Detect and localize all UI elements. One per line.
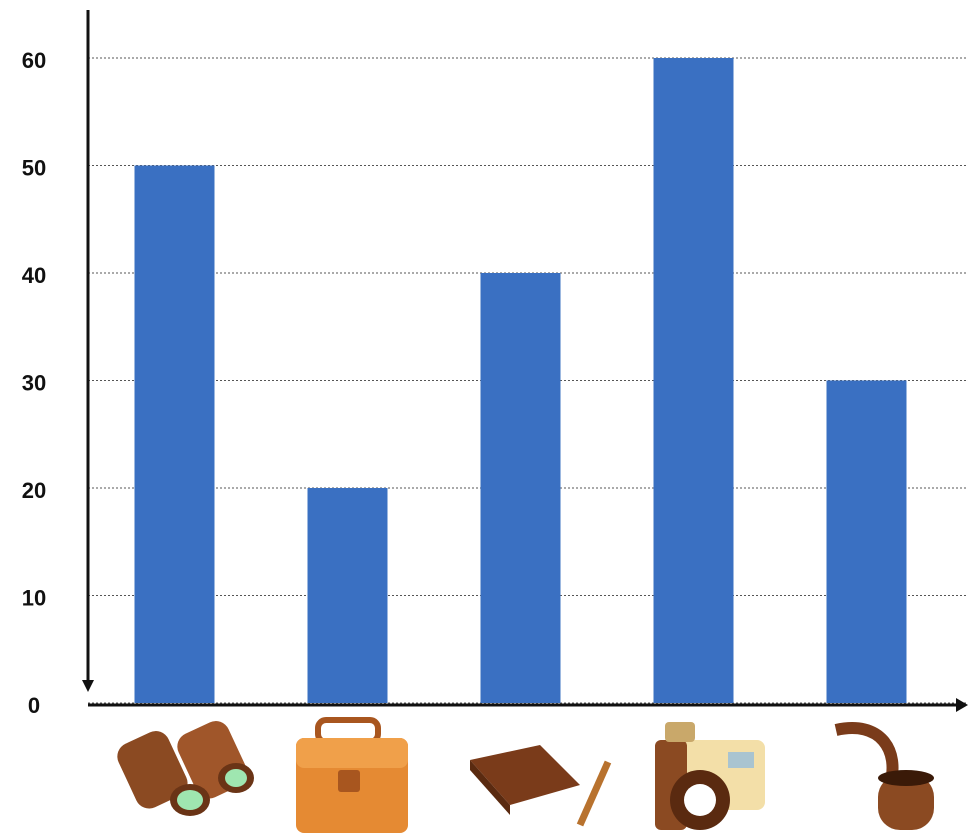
y-tick-label: 20 [22,478,46,503]
y-tick-label: 10 [22,585,46,610]
bar [826,380,907,703]
y-tick-label: 0 [28,693,40,718]
bar [134,165,215,703]
book-icon [470,745,612,827]
bar [307,488,388,703]
y-tick-label: 60 [22,48,46,73]
y-tick-label: 50 [22,155,46,180]
briefcase-icon [296,717,408,833]
y-axis-arrow [82,680,94,692]
pipe-icon [834,722,934,830]
binoculars-icon [117,721,254,816]
y-tick-label: 30 [22,370,46,395]
y-tick-label: 40 [22,263,46,288]
camera-icon [655,722,765,830]
bar [653,58,734,703]
category-icons [117,717,934,833]
bar [480,273,561,703]
x-axis-arrow [956,698,968,712]
